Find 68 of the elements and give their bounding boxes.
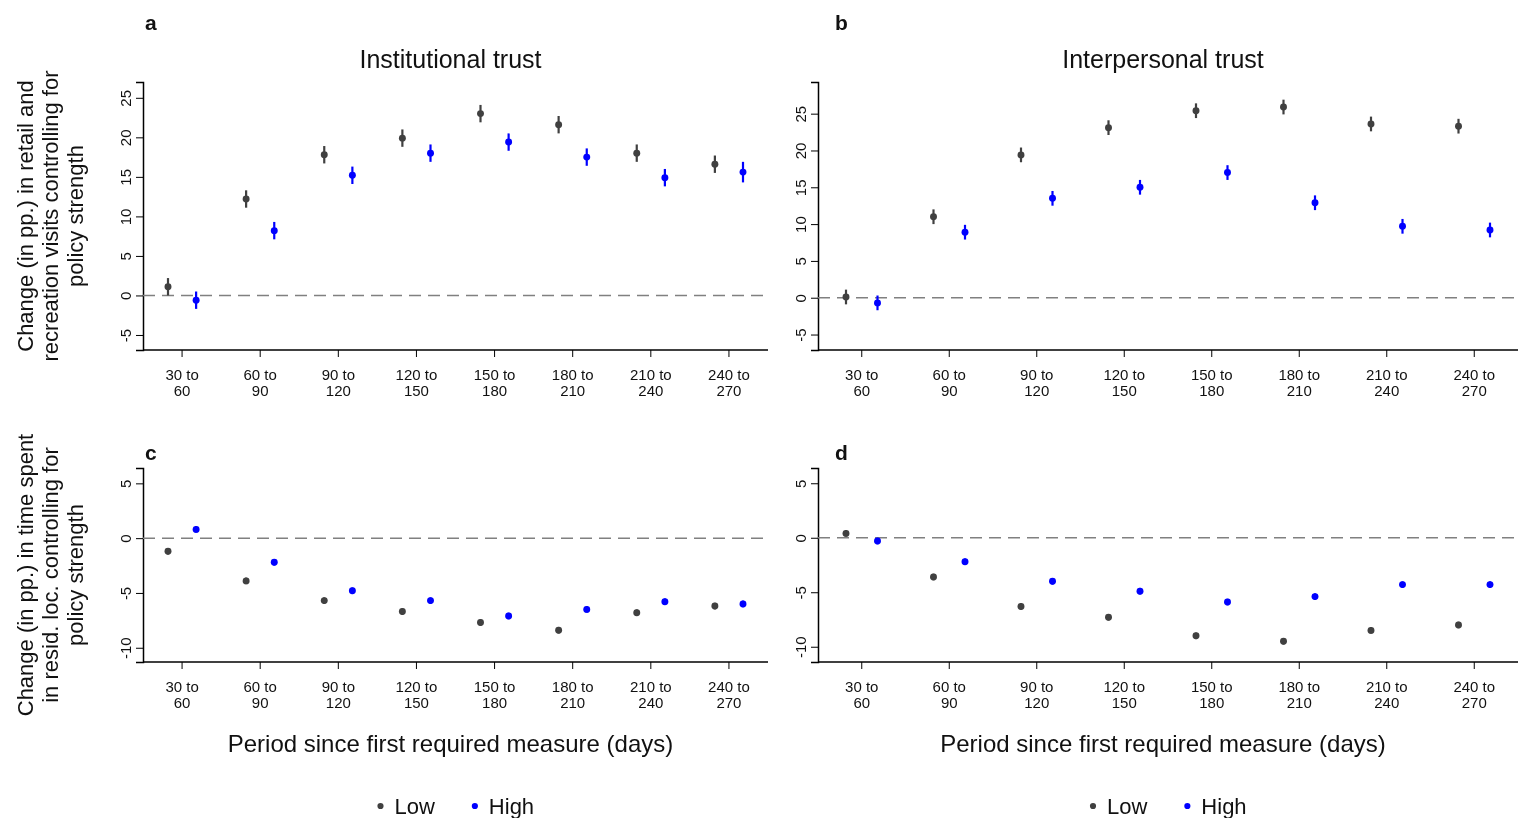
y-tick-label: 5: [117, 479, 134, 489]
y-tick-label: -5: [792, 586, 809, 600]
y-tick-label: 5: [117, 252, 134, 261]
chart-title: Institutional trust: [359, 45, 542, 73]
x-tick-label: 60 to 90: [243, 366, 277, 399]
text: b: [835, 11, 848, 34]
x-tick-label: 210 to 240: [1365, 366, 1408, 399]
x-tick-label: 30 to 60: [165, 678, 199, 711]
x-tick-label: 240 to 270: [708, 366, 750, 399]
x-tick-label: 240 to 270: [1453, 678, 1496, 711]
y-tick-label: 0: [792, 534, 809, 543]
y-tick-label: 20: [792, 142, 809, 160]
x-tick-label: 210 to 240: [1365, 678, 1408, 711]
x-tick-label: 90 to 120: [321, 366, 355, 399]
y-tick-label: 5: [792, 257, 809, 266]
x-tick-label: 180 to 210: [551, 678, 594, 711]
y-tick-label: 25: [117, 89, 134, 107]
y-axis-title: Change (in pp.) in time spent in resid. loc. controlling for policy strength: [13, 433, 88, 717]
x-tick-label: 240 to 270: [708, 678, 750, 711]
legend-label: Low: [1107, 794, 1148, 818]
x-tick-label: 120 to 150: [1103, 678, 1146, 711]
x-tick-label: 150 to 180: [1190, 678, 1233, 711]
x-tick-label: 90 to 120: [321, 678, 355, 711]
text: c: [145, 441, 157, 464]
x-tick-label: 60 to 90: [932, 678, 966, 711]
x-tick-label: 30 to 60: [165, 366, 199, 399]
x-tick-label: 60 to 90: [932, 366, 966, 399]
x-tick-label: 180 to 210: [1278, 366, 1321, 399]
x-tick-label: 60 to 90: [243, 678, 277, 711]
y-tick-label: 0: [792, 294, 809, 303]
text: a: [145, 11, 157, 34]
y-tick-label: -10: [792, 636, 809, 659]
x-tick-label: 90 to 120: [1020, 678, 1054, 711]
x-tick-label: 120 to 150: [1103, 366, 1146, 399]
y-tick-label: 20: [117, 129, 134, 147]
x-tick-label: 30 to 60: [845, 678, 879, 711]
y-tick-label: 25: [792, 105, 809, 123]
y-tick-label: 0: [117, 291, 134, 301]
y-tick-label: -10: [117, 637, 134, 660]
x-tick-label: 90 to 120: [1020, 366, 1054, 399]
x-tick-label: 120 to 150: [395, 678, 438, 711]
text: d: [835, 441, 848, 464]
y-tick-label: 10: [117, 208, 134, 226]
x-tick-label: 150 to 180: [473, 678, 516, 711]
x-tick-label: 150 to 180: [473, 366, 516, 399]
y-tick-label: 15: [792, 179, 809, 197]
x-tick-label: 210 to 240: [629, 678, 672, 711]
x-tick-label: 30 to 60: [845, 366, 879, 399]
x-tick-label: 240 to 270: [1453, 366, 1496, 399]
y-tick-label: 15: [117, 169, 134, 186]
y-tick-label: 0: [117, 534, 134, 543]
y-tick-label: -5: [117, 586, 134, 601]
x-tick-label: 210 to 240: [629, 366, 672, 399]
legend-label: High: [488, 794, 535, 818]
x-tick-label: 150 to 180: [1190, 366, 1233, 399]
chart-title: Interpersonal trust: [1062, 45, 1264, 73]
x-tick-label: 180 to 210: [551, 366, 594, 399]
y-axis-title: Change (in pp.) in retail and recreation visits controlling for policy strength: [13, 70, 88, 362]
legend-label: Low: [394, 794, 435, 818]
y-tick-label: 10: [792, 216, 809, 233]
y-tick-label: -5: [792, 328, 809, 342]
y-tick-label: -5: [117, 328, 134, 343]
x-tick-label: 120 to 150: [395, 366, 438, 399]
legend-label: High: [1201, 794, 1247, 818]
x-tick-label: 180 to 210: [1278, 678, 1321, 711]
x-axis-title: Period since first required measure (days): [940, 730, 1386, 757]
x-axis-title: Period since first required measure (days): [227, 730, 674, 757]
y-tick-label: 5: [792, 479, 809, 488]
